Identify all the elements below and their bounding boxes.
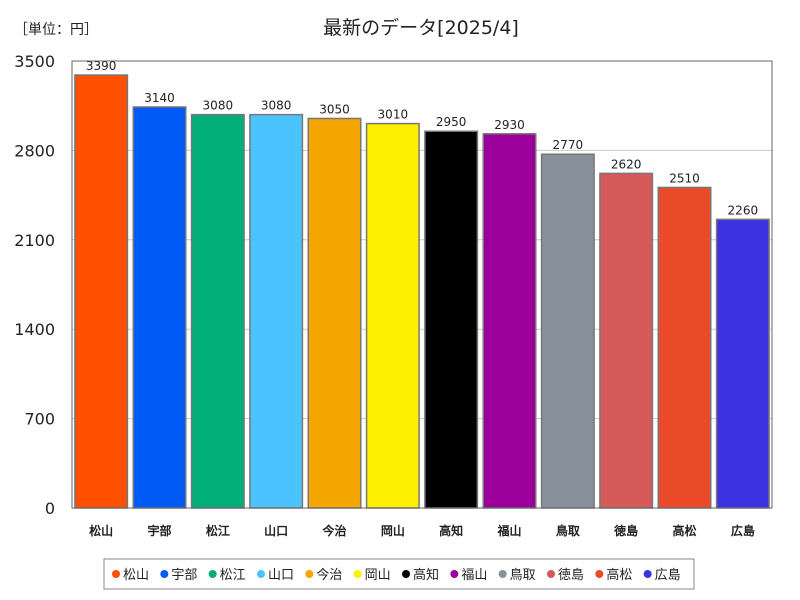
data-label: 3140 — [144, 91, 175, 105]
x-tick-label: 広島 — [731, 523, 755, 538]
legend-swatch — [450, 570, 459, 578]
x-tick-label: 高松 — [672, 523, 696, 538]
bar — [190, 113, 245, 509]
bars: 3390 3140 3080 3080 3050 3010 2950 2930 2770 2620… — [74, 59, 770, 509]
data-label: 2260 — [728, 203, 759, 217]
bar — [307, 117, 362, 509]
legend-swatch — [305, 570, 314, 578]
legend-swatch — [208, 570, 217, 578]
x-tick-label: 宇部 — [147, 523, 171, 538]
data-label: 3080 — [203, 99, 234, 113]
x-tick-label: 山口 — [264, 523, 288, 538]
y-tick-label: 2800 — [14, 141, 55, 160]
data-label: 3050 — [319, 102, 350, 116]
legend-entry: 広島 — [655, 568, 681, 583]
data-label: 2770 — [553, 138, 584, 152]
x-tick-label: 岡山 — [381, 523, 405, 538]
legend: 松山 宇部 松江 山口 今治 岡山 高知 福山 鳥取 徳島 高松 広島 — [103, 558, 695, 590]
legend-swatch — [498, 570, 507, 578]
data-label: 3010 — [378, 108, 409, 122]
y-tick-label: 700 — [24, 410, 55, 429]
legend-entry: 山口 — [268, 568, 294, 583]
bar — [599, 172, 654, 509]
legend-swatch — [160, 570, 169, 578]
x-tick-label: 松山 — [89, 523, 113, 538]
legend-entry: 宇部 — [171, 568, 197, 583]
bar — [132, 106, 187, 509]
x-tick-label: 高知 — [439, 523, 463, 538]
legend-entry: 今治 — [316, 567, 342, 583]
bar — [540, 153, 595, 509]
legend-entry: 高松 — [606, 567, 632, 583]
chart-title: 最新のデータ[2025/4] — [323, 17, 519, 39]
data-label: 2510 — [669, 171, 700, 185]
legend-swatch — [402, 570, 410, 578]
y-tick-label: 3500 — [14, 52, 55, 71]
legend-entry: 高知 — [413, 567, 439, 583]
legend-swatch — [112, 570, 120, 578]
legend-entry: 徳島 — [558, 568, 584, 583]
y-axis: 0 700 1400 2100 2800 3500 — [14, 52, 55, 518]
legend-entry: 岡山 — [365, 568, 391, 583]
legend-entry: 福山 — [461, 568, 487, 583]
legend-swatch — [353, 570, 362, 578]
x-tick-label: 福山 — [496, 523, 521, 538]
x-tick-label: 徳島 — [613, 523, 638, 538]
data-label: 3080 — [261, 99, 292, 113]
bar — [249, 113, 304, 509]
legend-entry: 鳥取 — [510, 568, 536, 583]
y-tick-label: 2100 — [14, 231, 55, 250]
y-tick-label: 0 — [45, 499, 55, 518]
x-axis: 松山 宇部 松江 山口 今治 岡山 高知 福山 鳥取 徳島 高松 広島 — [89, 523, 755, 538]
bar — [715, 218, 770, 509]
y-tick-label: 1400 — [14, 320, 55, 339]
bar — [482, 133, 537, 509]
bar — [74, 74, 129, 509]
unit-label: ［単位：円］ — [14, 22, 98, 38]
legend-swatch — [547, 570, 555, 578]
legend-swatch — [595, 570, 604, 578]
bar — [424, 130, 479, 509]
legend-entry: 松江 — [220, 568, 246, 583]
data-label: 2930 — [494, 118, 525, 132]
data-label: 3390 — [86, 59, 117, 73]
data-label: 2950 — [436, 115, 467, 129]
bar — [365, 122, 420, 509]
legend-swatch — [257, 570, 265, 578]
legend-swatch — [643, 570, 652, 578]
x-tick-label: 鳥取 — [556, 523, 580, 538]
legend-entry: 松山 — [123, 568, 149, 583]
x-tick-label: 今治 — [321, 523, 346, 538]
x-tick-label: 松江 — [206, 523, 230, 538]
bar — [657, 186, 712, 509]
plot-frame — [71, 60, 773, 509]
data-label: 2620 — [611, 157, 642, 171]
